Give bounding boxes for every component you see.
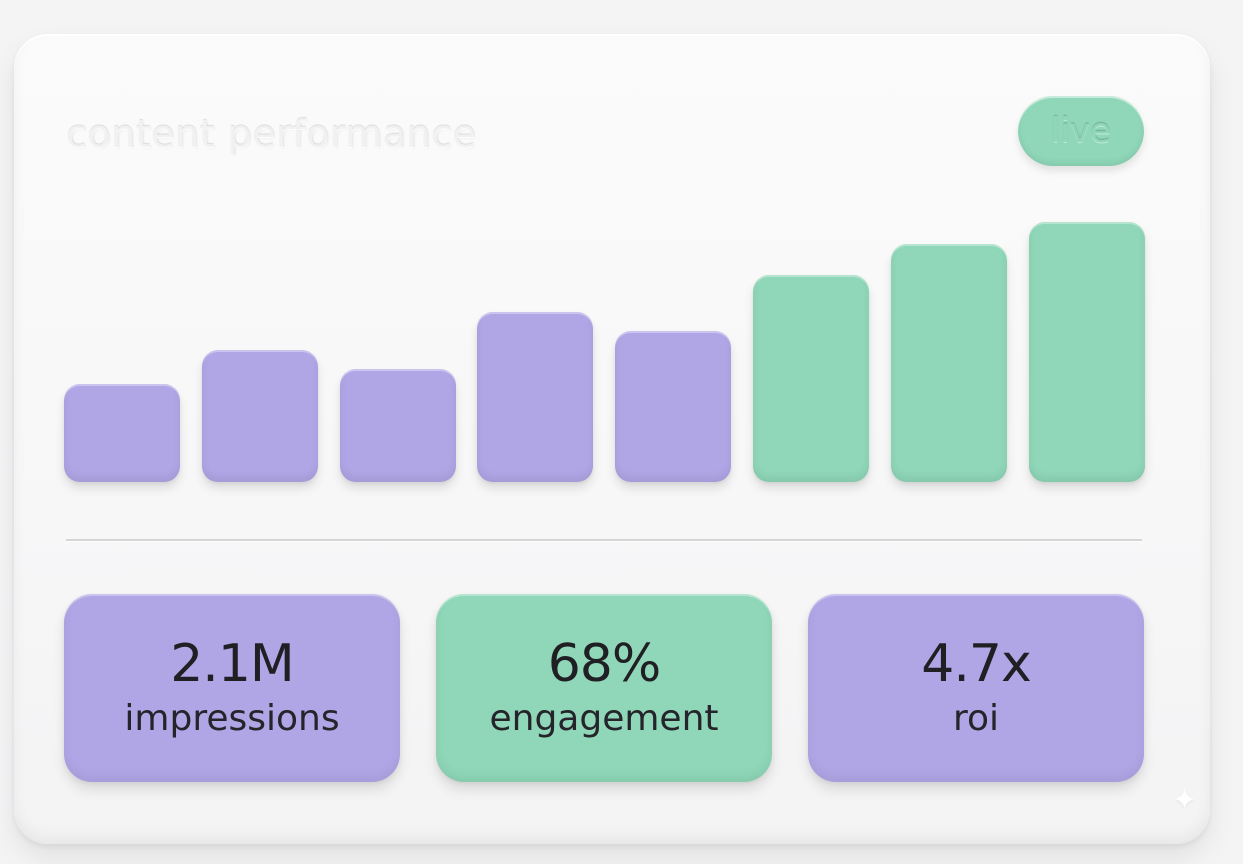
stat-label: roi xyxy=(952,698,1000,739)
stat-card-roi[interactable]: 4.7x roi xyxy=(808,594,1144,782)
divider xyxy=(66,539,1142,541)
stat-value: 4.7x xyxy=(921,634,1031,694)
stat-value: 68% xyxy=(547,634,662,694)
stat-card-engagement[interactable]: 68% engagement xyxy=(436,594,772,782)
stat-label: impressions xyxy=(124,698,340,739)
stat-card-impressions[interactable]: 2.1M impressions xyxy=(64,594,400,782)
sparkle-icon: ✦ xyxy=(1172,783,1198,818)
card-title: content performance xyxy=(66,112,477,156)
stat-value: 2.1M xyxy=(170,634,295,694)
stat-label: engagement xyxy=(489,698,719,739)
live-status-badge[interactable]: live xyxy=(1018,96,1144,166)
